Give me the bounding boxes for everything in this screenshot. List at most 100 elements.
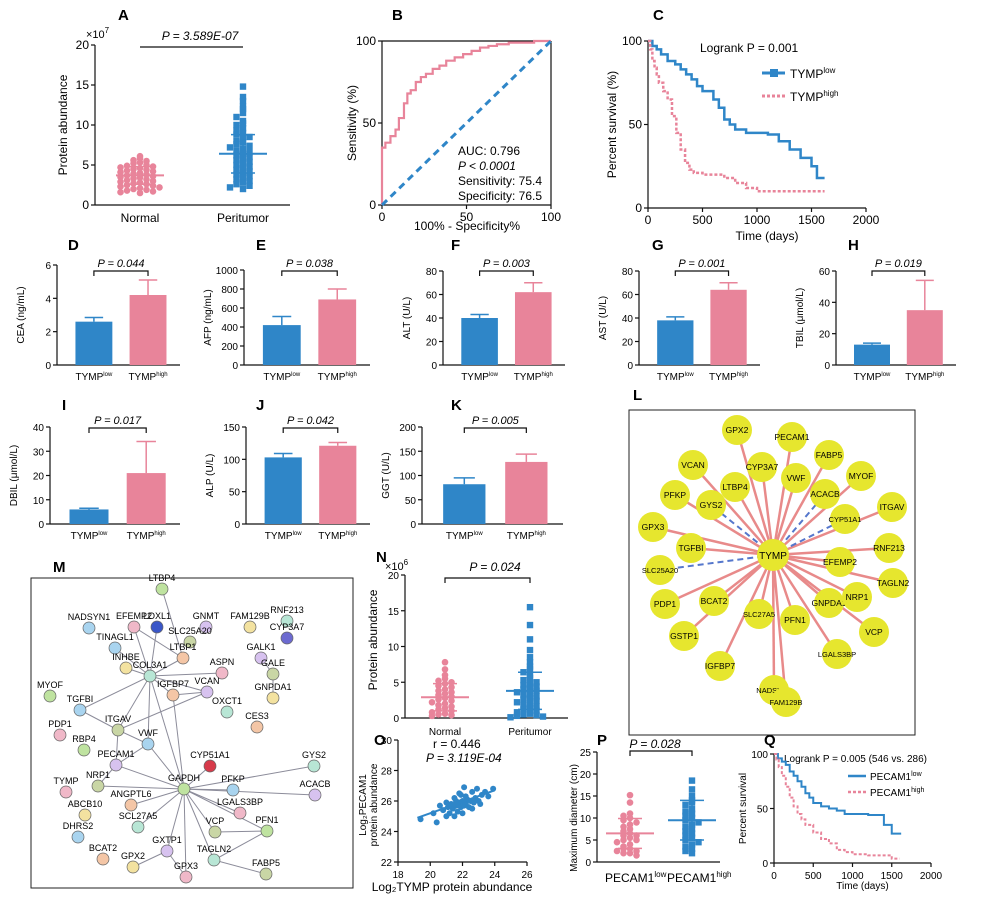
panel-letter-a: A bbox=[118, 7, 129, 24]
l-node-label: RNF213 bbox=[873, 543, 905, 553]
f-y-tick-label: 60 bbox=[426, 291, 438, 302]
l-edge bbox=[771, 436, 794, 556]
k-x-tick-label: TYMPhigh bbox=[507, 531, 546, 542]
a-point bbox=[156, 184, 163, 191]
l-node bbox=[771, 687, 801, 717]
a-point bbox=[246, 133, 253, 141]
o-point bbox=[470, 799, 477, 806]
k-significance-bar bbox=[463, 427, 527, 433]
d-bar bbox=[75, 321, 113, 365]
d-x-tick-label: TYMPhigh bbox=[128, 372, 167, 383]
g-x-tick-label: TYMPhigh bbox=[709, 372, 748, 383]
m-edge bbox=[117, 675, 151, 731]
a-point bbox=[123, 187, 131, 194]
h-significance-bar bbox=[871, 270, 926, 276]
a-point bbox=[123, 176, 131, 184]
a-point bbox=[239, 105, 247, 113]
l-node-label: NRP1 bbox=[846, 592, 869, 602]
b-y-tick-label: 50 bbox=[363, 116, 377, 130]
l-node-label: SLC27A5 bbox=[743, 610, 775, 619]
m-node bbox=[108, 641, 122, 655]
o-point bbox=[474, 785, 481, 792]
i-bar bbox=[126, 473, 166, 524]
m-node bbox=[71, 830, 85, 844]
m-node bbox=[179, 870, 193, 884]
f-significance-bar bbox=[479, 270, 534, 276]
l-node bbox=[814, 440, 844, 470]
a-point bbox=[246, 153, 253, 161]
m-node-label: NADSYN1 bbox=[68, 612, 111, 622]
b-reference-line bbox=[380, 39, 553, 207]
d-ylabel: CEA (ng/mL) bbox=[16, 286, 27, 343]
m-edge bbox=[183, 788, 268, 832]
m-node-label: SCL27A5 bbox=[119, 811, 158, 821]
p-point bbox=[633, 819, 640, 826]
m-node-label: DHRS2 bbox=[63, 821, 94, 831]
o-point bbox=[485, 793, 492, 800]
m-node bbox=[233, 806, 247, 820]
o-y-tick-label: 28 bbox=[381, 767, 393, 778]
m-node-label: ASPN bbox=[210, 657, 235, 667]
h-x-tick-label: TYMPlow bbox=[854, 372, 891, 383]
l-node bbox=[699, 586, 729, 616]
g-significance-bar bbox=[674, 270, 730, 276]
m-node-label: RBP4 bbox=[72, 734, 96, 744]
m-node bbox=[280, 631, 294, 645]
p-significance-bar bbox=[629, 750, 693, 756]
l-node-label: CYP51A1 bbox=[829, 515, 862, 524]
n-point bbox=[520, 696, 527, 703]
o-point bbox=[443, 799, 450, 806]
q-legend-high: PECAM1high bbox=[870, 787, 924, 799]
n-point bbox=[435, 677, 442, 685]
n-significance-bar bbox=[444, 577, 531, 583]
m-node-label: LTBP4 bbox=[149, 573, 176, 583]
m-node-label: LGALS3BP bbox=[217, 797, 263, 807]
d-y-tick-label: 2 bbox=[45, 328, 51, 339]
l-node-label: GSTP1 bbox=[670, 631, 698, 641]
n-ylabel: Protein abundance bbox=[366, 589, 380, 690]
o-ylabel-1: Log₂PECAM1 bbox=[358, 774, 369, 836]
a-point bbox=[239, 109, 247, 117]
i-bar bbox=[69, 509, 109, 524]
c-x-tick-label: 0 bbox=[645, 213, 652, 227]
l-node bbox=[696, 490, 726, 520]
m-node bbox=[53, 728, 67, 742]
i-y-tick-label: 30 bbox=[33, 447, 45, 458]
l-edge bbox=[659, 554, 774, 571]
n-point bbox=[526, 654, 534, 661]
a-y-tick-label: 15 bbox=[76, 78, 90, 92]
c-legend-low-marker bbox=[770, 69, 778, 77]
a-point bbox=[233, 181, 240, 188]
l-node-label: MYOF bbox=[849, 471, 874, 481]
m-node-label: GPX3 bbox=[174, 861, 198, 871]
l-node bbox=[810, 479, 840, 509]
n-point bbox=[513, 712, 521, 720]
d-significance-bar bbox=[93, 270, 149, 276]
p-point bbox=[613, 847, 621, 855]
p-point bbox=[626, 791, 634, 799]
n-pvalue: P = 0.024 bbox=[469, 560, 521, 574]
l-node-label: CYP3A7 bbox=[746, 462, 779, 472]
l-frame bbox=[628, 409, 916, 736]
m-node bbox=[96, 852, 110, 866]
f-y-tick-label: 80 bbox=[426, 267, 438, 278]
l-node-label: VCP bbox=[865, 627, 883, 637]
n-point bbox=[526, 659, 534, 666]
a-point bbox=[246, 149, 253, 156]
f-x-tick-label: TYMPhigh bbox=[514, 372, 553, 383]
l-node-label: GPX2 bbox=[726, 425, 749, 435]
f-bar bbox=[461, 318, 498, 365]
g-bar bbox=[657, 320, 694, 365]
n-point bbox=[533, 711, 540, 719]
m-node bbox=[226, 783, 240, 797]
c-x-tick-label: 500 bbox=[692, 213, 712, 227]
a-point bbox=[226, 144, 234, 151]
c-x-tick-label: 1500 bbox=[798, 213, 825, 227]
m-edge bbox=[183, 765, 315, 790]
q-xlabel: Time (days) bbox=[836, 881, 888, 892]
p-point bbox=[682, 847, 689, 855]
m-node-label: CYP3A7 bbox=[270, 622, 305, 632]
o-point bbox=[451, 813, 458, 820]
